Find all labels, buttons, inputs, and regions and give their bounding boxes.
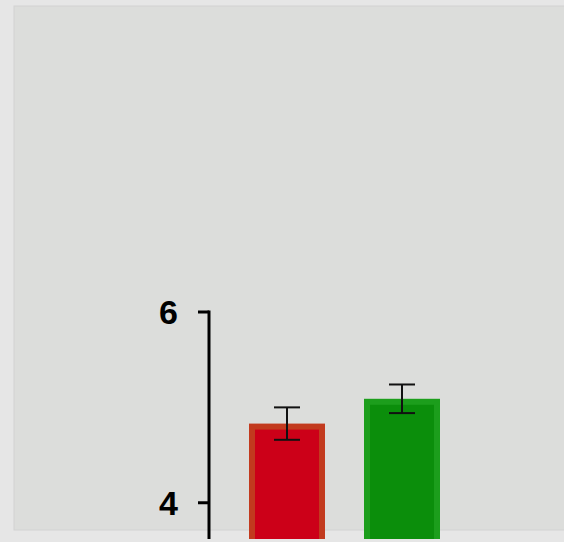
error-bar (274, 407, 300, 439)
y-tick-label: 6 (159, 293, 178, 331)
error-cap (274, 406, 300, 408)
bar (367, 402, 437, 539)
y-tick (198, 311, 209, 314)
error-stem (286, 407, 288, 439)
error-cap (274, 439, 300, 441)
y-tick-label: 4 (159, 484, 178, 522)
bar (252, 427, 322, 539)
y-tick (198, 501, 209, 504)
error-bar (389, 384, 415, 413)
y-axis (208, 311, 211, 540)
error-cap (389, 412, 415, 414)
chart: 46 (0, 0, 564, 542)
error-cap (389, 383, 415, 385)
error-stem (401, 384, 403, 413)
plot-area (252, 384, 437, 539)
